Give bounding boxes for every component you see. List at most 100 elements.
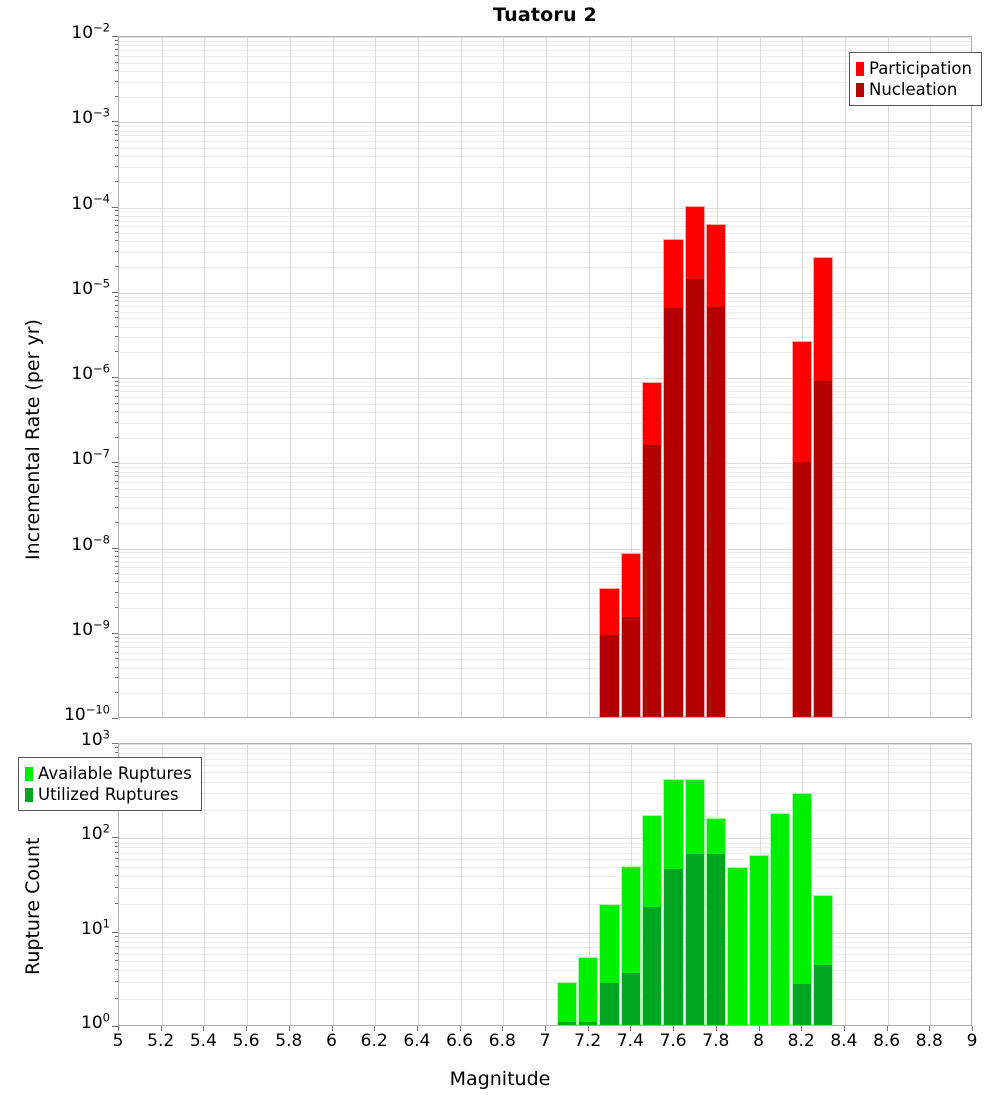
legend-item-participation: Participation xyxy=(855,58,972,79)
x-tick-label: 9 xyxy=(966,1031,978,1051)
gridline-minor xyxy=(119,382,971,383)
x-tick-mark xyxy=(289,1026,290,1031)
x-tick-label: 7.8 xyxy=(702,1031,730,1051)
y-tick-mark xyxy=(114,155,118,156)
y-tick-mark xyxy=(112,377,118,378)
gridline-vertical xyxy=(375,37,376,717)
gridline-minor xyxy=(119,156,971,157)
y-tick-mark xyxy=(114,181,118,182)
y-tick-mark xyxy=(114,225,118,226)
bar-segment xyxy=(621,617,640,717)
legend-label-available-ruptures: Available Ruptures xyxy=(38,764,192,783)
x-tick-mark xyxy=(972,1026,973,1031)
gridline-vertical xyxy=(930,37,931,717)
x-tick-mark xyxy=(502,1026,503,1031)
bar-segment xyxy=(685,278,704,717)
bar xyxy=(578,957,599,1025)
y-tick-mark xyxy=(112,121,118,122)
gridline-minor xyxy=(119,557,971,558)
x-tick-label: 5.2 xyxy=(147,1031,175,1051)
gridline-minor xyxy=(119,252,971,253)
gridline-vertical xyxy=(845,744,846,1025)
bar xyxy=(706,224,727,717)
y-tick-mark xyxy=(114,936,118,937)
y-tick-mark xyxy=(114,641,118,642)
y-tick-mark xyxy=(114,326,118,327)
x-tick-mark xyxy=(332,1026,333,1031)
gridline-minor xyxy=(119,391,971,392)
gridline-vertical xyxy=(503,37,504,717)
y-tick-label: 100 xyxy=(81,1010,110,1033)
bar xyxy=(556,981,577,1025)
y-tick-label: 101 xyxy=(81,916,110,939)
y-tick-mark xyxy=(114,646,118,647)
bar xyxy=(812,895,834,1025)
y-tick-mark xyxy=(114,488,118,489)
gridline-minor xyxy=(119,653,971,654)
y-tick-mark xyxy=(114,637,118,638)
y-tick-mark xyxy=(114,573,118,574)
gridline-minor xyxy=(119,327,971,328)
gridline-vertical xyxy=(461,37,462,717)
x-axis-title: Magnitude xyxy=(449,1068,551,1090)
y-tick-mark xyxy=(112,718,118,719)
gridline-minor xyxy=(119,904,971,905)
bar-segment xyxy=(643,907,662,1025)
gridline-minor xyxy=(119,888,971,889)
gridline-minor xyxy=(119,45,971,46)
x-tick-label: 7.2 xyxy=(574,1031,602,1051)
x-tick-label: 8.4 xyxy=(830,1031,858,1051)
gridline-minor xyxy=(119,386,971,387)
y-tick-mark xyxy=(114,55,118,56)
gridline-minor xyxy=(119,167,971,168)
gridline-major xyxy=(119,744,971,745)
gridline-minor xyxy=(119,297,971,298)
gridline-vertical xyxy=(631,37,632,717)
y-tick-mark xyxy=(112,36,118,37)
y-tick-mark xyxy=(114,351,118,352)
bar xyxy=(706,817,727,1025)
x-tick-mark xyxy=(203,1026,204,1031)
legend-label-utilized-ruptures: Utilized Ruptures xyxy=(38,785,179,805)
legend-item-available-ruptures: Available Ruptures xyxy=(25,763,192,784)
y-tick-mark xyxy=(114,466,118,467)
y-tick-mark xyxy=(114,125,118,126)
gridline-minor xyxy=(119,853,971,854)
gridline-minor xyxy=(119,352,971,353)
bar-segment xyxy=(643,444,662,717)
gridline-major xyxy=(119,122,971,123)
legend-rupture-count: Available Ruptures Utilized Ruptures xyxy=(18,757,202,812)
participation-swatch-icon xyxy=(855,61,864,76)
rupture-count-plot xyxy=(118,743,972,1026)
gridline-minor xyxy=(119,476,971,477)
gridline-minor xyxy=(119,71,971,72)
y-tick-mark xyxy=(114,858,118,859)
y-tick-mark xyxy=(114,471,118,472)
gridline-minor xyxy=(119,552,971,553)
incremental-rate-plot xyxy=(118,36,972,718)
y-tick-mark xyxy=(114,251,118,252)
y-tick-mark xyxy=(114,960,118,961)
x-tick-label: 6.2 xyxy=(360,1031,388,1051)
gridline-minor xyxy=(119,482,971,483)
y-tick-mark xyxy=(114,887,118,888)
gridline-minor xyxy=(119,497,971,498)
gridline-minor xyxy=(119,937,971,938)
x-tick-label: 7.4 xyxy=(616,1031,644,1051)
gridline-vertical xyxy=(503,744,504,1025)
gridline-minor xyxy=(119,135,971,136)
y-tick-label: 10−10 xyxy=(64,702,110,725)
y-tick-mark xyxy=(114,437,118,438)
y-tick-mark xyxy=(112,932,118,933)
gridline-minor xyxy=(119,318,971,319)
gridline-vertical xyxy=(247,744,248,1025)
y-tick-mark xyxy=(114,903,118,904)
gridline-vertical xyxy=(247,37,248,717)
gridline-minor xyxy=(119,50,971,51)
x-tick-mark xyxy=(887,1026,888,1031)
gridline-minor xyxy=(119,843,971,844)
bar xyxy=(684,205,705,717)
y-tick-mark xyxy=(114,317,118,318)
y-tick-mark xyxy=(114,311,118,312)
x-tick-mark xyxy=(759,1026,760,1031)
